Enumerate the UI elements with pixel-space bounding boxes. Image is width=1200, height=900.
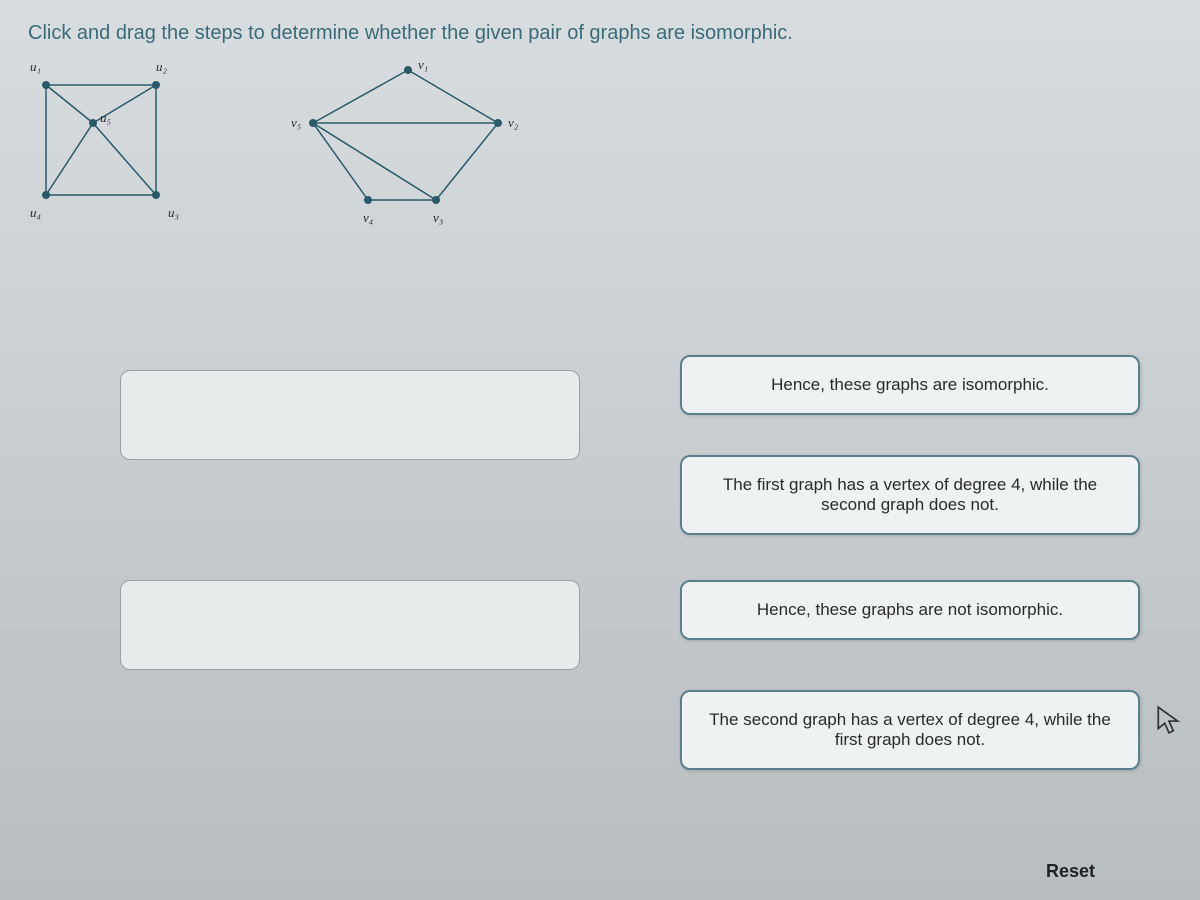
vertex-label: u₂ [156, 59, 167, 75]
answer-card-text: Hence, these graphs are not isomorphic. [757, 600, 1063, 619]
vertex-label: v₂ [508, 115, 518, 131]
instruction-text: Click and drag the steps to determine wh… [28, 22, 793, 45]
graphs-figure: u₁ u₂ u₃ u₄ u₅ v₁ v₂ v₃ v₄ v₅ [28, 55, 548, 255]
graph-edge [46, 85, 93, 123]
graph-vertex [152, 81, 160, 89]
graph-edge [436, 123, 498, 200]
graphs-svg [28, 55, 548, 255]
graph-edge [93, 123, 156, 195]
graph-vertex [494, 119, 502, 127]
vertex-label: u₁ [30, 59, 41, 75]
answer-card-text: The second graph has a vertex of degree … [709, 710, 1111, 749]
answer-card-1[interactable]: Hence, these graphs are isomorphic. [680, 355, 1140, 415]
drop-slot-2[interactable] [120, 580, 580, 670]
cursor-icon [1156, 705, 1182, 735]
vertex-label: u₄ [30, 205, 41, 221]
vertex-label: u₅ [100, 110, 111, 126]
answer-card-4[interactable]: The second graph has a vertex of degree … [680, 690, 1140, 770]
graph-vertex [152, 191, 160, 199]
graph-vertex [309, 119, 317, 127]
drop-slot-1[interactable] [120, 370, 580, 460]
vertex-label: v₄ [363, 210, 373, 226]
reset-button[interactable]: Reset [1046, 861, 1095, 882]
graph-vertex [42, 81, 50, 89]
vertex-label: v₅ [291, 115, 301, 131]
answer-card-3[interactable]: Hence, these graphs are not isomorphic. [680, 580, 1140, 640]
graph-edge [313, 70, 408, 123]
graph-vertex [42, 191, 50, 199]
graph-vertex [89, 119, 97, 127]
answer-card-2[interactable]: The first graph has a vertex of degree 4… [680, 455, 1140, 535]
graph-edge [313, 123, 368, 200]
answer-card-text: Hence, these graphs are isomorphic. [771, 375, 1049, 394]
vertex-label: v₁ [418, 57, 428, 73]
vertex-label: u₃ [168, 205, 179, 221]
graph-vertex [432, 196, 440, 204]
answer-card-text: The first graph has a vertex of degree 4… [723, 475, 1097, 514]
graph-vertex [364, 196, 372, 204]
graph-edge [313, 123, 436, 200]
graph-vertex [404, 66, 412, 74]
vertex-label: v₃ [433, 210, 443, 226]
graph-edge [408, 70, 498, 123]
graph-edge [46, 123, 93, 195]
